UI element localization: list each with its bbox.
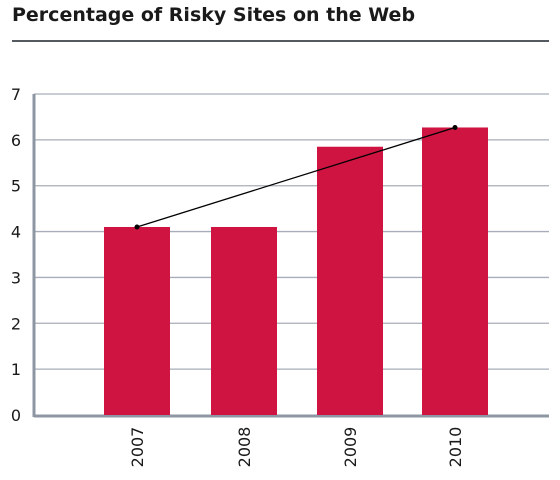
trend-point-2007: [134, 224, 140, 230]
y-tick-label-7: 7: [11, 85, 21, 104]
y-tick-label-2: 2: [11, 314, 21, 333]
title-rule: [12, 40, 549, 42]
y-tick-label-6: 6: [11, 131, 21, 150]
y-tick-label-0: 0: [11, 406, 21, 425]
y-tick-label-1: 1: [11, 360, 21, 379]
bar-2009: [317, 146, 383, 415]
trend-line: [136, 126, 456, 228]
x-tick-label-2009: 2009: [341, 427, 360, 468]
bar-2007: [104, 226, 170, 415]
trend-point-2010: [452, 124, 458, 130]
y-tick-label-3: 3: [11, 268, 21, 287]
x-tick-label-2008: 2008: [235, 427, 254, 468]
x-tick-label-2010: 2010: [446, 427, 465, 468]
x-tick-label-2007: 2007: [128, 427, 147, 468]
bar-2010: [422, 127, 488, 416]
y-tick-label-4: 4: [11, 223, 21, 242]
y-tick-label-5: 5: [11, 177, 21, 196]
chart-title: Percentage of Risky Sites on the Web: [12, 4, 416, 26]
bar-2008: [211, 226, 277, 415]
